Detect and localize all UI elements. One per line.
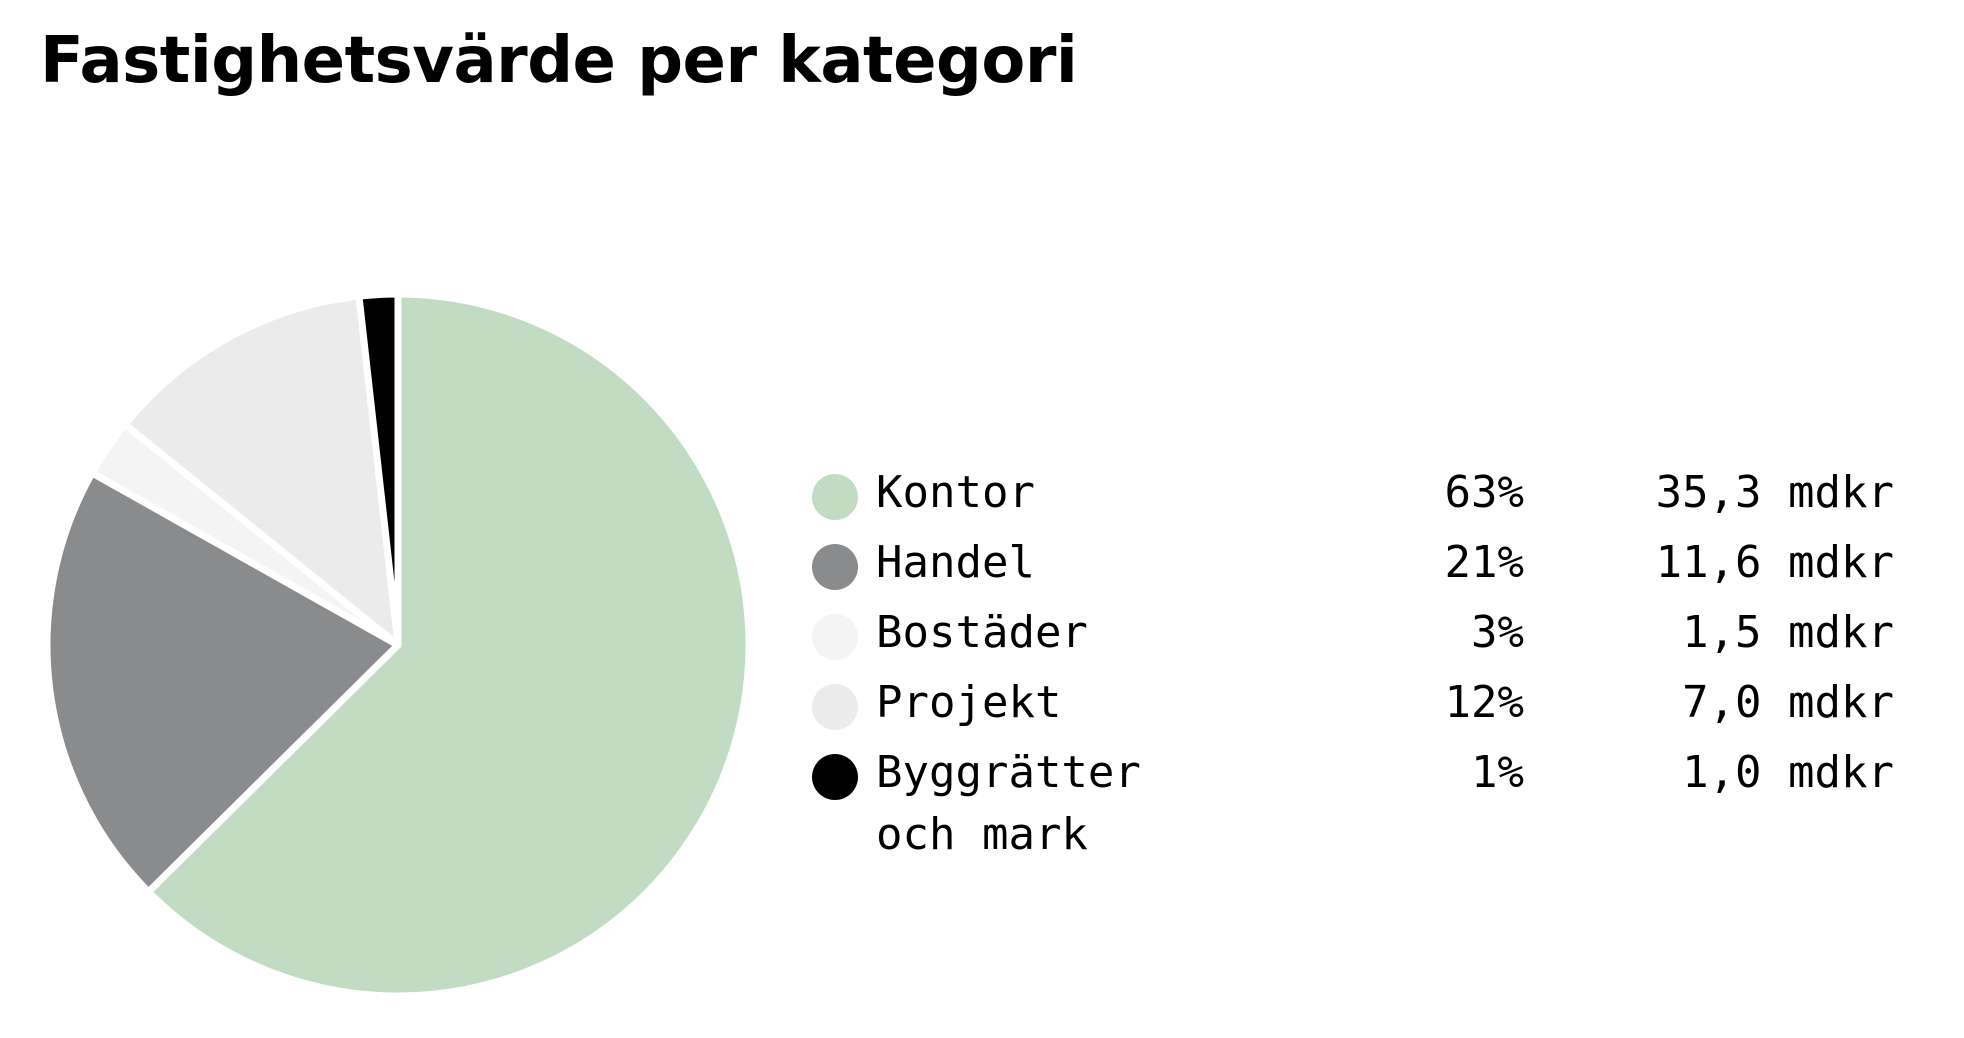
legend-percent-bostader: 3% (1471, 607, 1524, 658)
pie-slice-projekt (121, 292, 402, 649)
legend-swatch-handel (812, 544, 858, 590)
pie-chart (43, 290, 753, 1000)
legend-swatch-bostader (812, 614, 858, 660)
legend-percent-projekt: 12% (1444, 677, 1524, 728)
pie-slice-byggr-tter-och-mark (355, 290, 402, 649)
legend-value-handel: 11,6 mdkr (1655, 537, 1894, 588)
legend-percent-kontor: 63% (1444, 467, 1524, 518)
legend-label-handel: Handel (876, 537, 1035, 588)
pie-slice-handel (43, 469, 402, 896)
legend-swatch-byggratter-och-mark (812, 754, 858, 800)
legend-percent-handel: 21% (1444, 537, 1524, 588)
legend-swatch-projekt (812, 684, 858, 730)
legend-value-projekt: 7,0 mdkr (1682, 677, 1894, 728)
legend-label-byggratter-och-mark: Byggrätter och mark (876, 747, 1141, 860)
legend-value-kontor: 35,3 mdkr (1655, 467, 1894, 518)
legend-value-byggratter-och-mark: 1,0 mdkr (1682, 747, 1894, 798)
legend-value-bostader: 1,5 mdkr (1682, 607, 1894, 658)
chart-title: Fastighetsvärde per kategori (40, 24, 1078, 98)
pie-slice-kontor (144, 290, 753, 1000)
legend-percent-byggratter-och-mark: 1% (1471, 747, 1524, 798)
legend-label-bostader: Bostäder (876, 607, 1088, 658)
legend-swatch-kontor (812, 474, 858, 520)
legend-label-kontor: Kontor (876, 467, 1035, 518)
legend-label-projekt: Projekt (876, 677, 1062, 728)
